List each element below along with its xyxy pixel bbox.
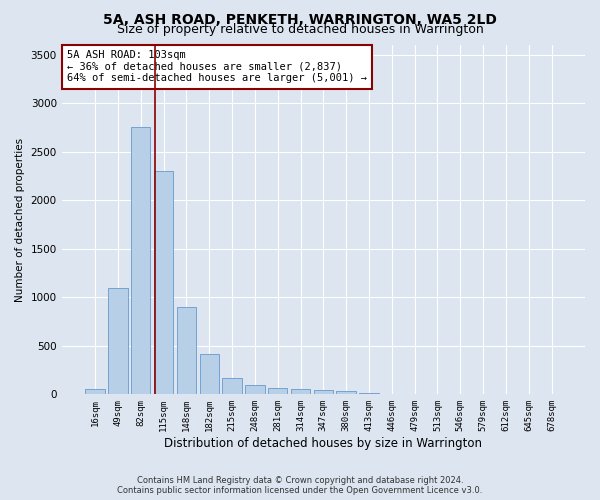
Bar — [131, 128, 151, 394]
Text: 5A ASH ROAD: 103sqm
← 36% of detached houses are smaller (2,837)
64% of semi-det: 5A ASH ROAD: 103sqm ← 36% of detached ho… — [67, 50, 367, 84]
Text: Size of property relative to detached houses in Warrington: Size of property relative to detached ho… — [116, 22, 484, 36]
Bar — [337, 392, 356, 394]
Bar — [291, 389, 310, 394]
Bar — [108, 288, 128, 395]
Bar — [359, 393, 379, 394]
Bar — [85, 390, 105, 394]
X-axis label: Distribution of detached houses by size in Warrington: Distribution of detached houses by size … — [164, 437, 482, 450]
Bar — [314, 390, 333, 394]
Bar — [223, 378, 242, 394]
Bar — [268, 388, 287, 394]
Text: 5A, ASH ROAD, PENKETH, WARRINGTON, WA5 2LD: 5A, ASH ROAD, PENKETH, WARRINGTON, WA5 2… — [103, 12, 497, 26]
Y-axis label: Number of detached properties: Number of detached properties — [15, 138, 25, 302]
Bar — [177, 307, 196, 394]
Text: Contains HM Land Registry data © Crown copyright and database right 2024.
Contai: Contains HM Land Registry data © Crown c… — [118, 476, 482, 495]
Bar — [154, 171, 173, 394]
Bar — [200, 354, 219, 395]
Bar — [245, 384, 265, 394]
